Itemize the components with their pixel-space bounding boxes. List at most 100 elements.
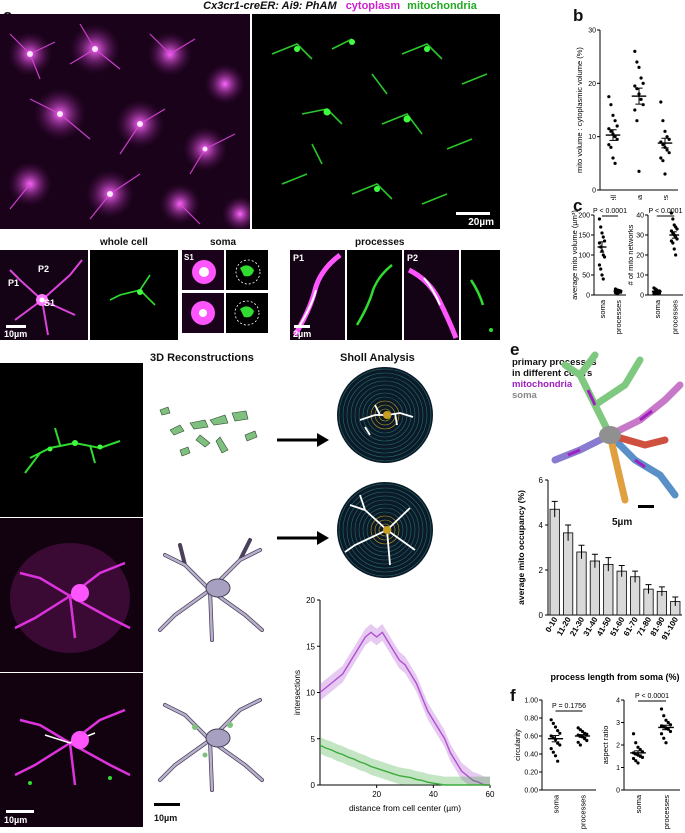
- category-label: soma: [635, 194, 644, 200]
- sholl-ring: [366, 396, 404, 434]
- y-axis-label: intersections: [293, 670, 302, 715]
- y-axis-label: average mito occupancy (%): [516, 490, 526, 605]
- reconstruction-cytoplasm: [158, 538, 264, 642]
- panel-letter-c: c: [573, 196, 583, 215]
- data-point: [556, 759, 560, 763]
- proc-tile-p1-merge: P1 2µm: [290, 250, 345, 340]
- data-point: [597, 263, 602, 267]
- data-point: [635, 119, 639, 123]
- y-tick-label: 50: [582, 273, 590, 280]
- label-p1: P1: [8, 278, 20, 288]
- sholl-trace: [344, 494, 416, 566]
- bar: [563, 532, 574, 616]
- sholl-ring: [354, 499, 416, 561]
- data-point: [601, 235, 605, 239]
- title-whole-cell: whole cell: [100, 237, 148, 248]
- category-label: cell: [609, 195, 618, 200]
- sholl-ring: [346, 491, 424, 569]
- cytoplasm-legend: cytoplasm: [345, 0, 401, 12]
- y-tick-label: 4: [616, 698, 620, 705]
- panel-letter-b: b: [573, 6, 584, 25]
- label-proc-p2: P2: [407, 253, 419, 263]
- legend-mito: mitochondria: [512, 379, 573, 390]
- y-tick-label: 0.20: [524, 770, 538, 777]
- data-point: [653, 292, 657, 296]
- y-tick-label: 5: [311, 735, 316, 744]
- data-point: [664, 741, 668, 745]
- panel-letter-f: f: [510, 686, 516, 705]
- series-band-1: [320, 736, 490, 785]
- legend-primary: primary processes: [512, 357, 597, 368]
- y-tick-label: 0: [616, 788, 620, 795]
- data-point: [599, 267, 603, 271]
- data-point: [597, 217, 602, 221]
- bar: [549, 508, 560, 616]
- data-point: [669, 211, 674, 215]
- data-point: [549, 747, 553, 751]
- data-point: [631, 732, 636, 736]
- data-point: [636, 745, 640, 749]
- sholl-ring: [374, 519, 396, 541]
- data-point: [671, 241, 675, 245]
- y-tick-label: 4: [539, 521, 544, 530]
- data-point: [637, 169, 641, 173]
- bar: [603, 563, 614, 616]
- y-tick-label: 0: [539, 611, 544, 620]
- data-point: [637, 65, 641, 69]
- y-tick-label: 0: [640, 293, 644, 300]
- sholl-ring: [370, 400, 400, 430]
- data-point: [583, 737, 587, 741]
- data-point: [580, 729, 585, 734]
- sholl-ring: [370, 515, 400, 545]
- data-point: [661, 119, 665, 123]
- data-point: [578, 743, 582, 747]
- data-point: [633, 108, 637, 112]
- data-point: [616, 291, 620, 295]
- data-point: [663, 172, 667, 176]
- data-point: [600, 273, 604, 277]
- bar: [589, 560, 600, 616]
- y-tick-label: 0.40: [524, 752, 538, 759]
- data-point: [609, 103, 613, 107]
- label-s1-soma: S1: [184, 253, 194, 262]
- y-tick-label: 0.80: [524, 716, 538, 723]
- scale-label-e: 5µm: [612, 517, 633, 528]
- p-value-label: P < 0.0001: [593, 208, 627, 215]
- y-tick-label: 2: [539, 566, 544, 575]
- proc-tile-p1-mito: [347, 250, 402, 340]
- data-point: [553, 725, 558, 729]
- y-axis-label: average mito volume (µm³): [570, 210, 579, 300]
- micrograph-d-merge: 10µm: [0, 673, 143, 827]
- data-point: [641, 103, 645, 107]
- data-point: [615, 124, 619, 128]
- y-tick-label: 10: [306, 689, 315, 698]
- sholl-ring: [342, 487, 428, 573]
- sholl-center: [383, 411, 391, 419]
- sholl-ring: [350, 380, 420, 450]
- sholl-ring: [346, 376, 424, 454]
- x-axis-label: process length from soma (%): [550, 672, 679, 682]
- data-point: [674, 253, 678, 257]
- sholl-ring: [362, 507, 408, 553]
- y-tick-label: 1: [616, 765, 620, 772]
- data-point: [578, 728, 582, 732]
- category-label: soma: [552, 794, 561, 813]
- reconstruction-merge: [154, 698, 264, 806]
- scale-bar-proc: [294, 325, 310, 328]
- soma-tile-2-merge: [182, 293, 224, 333]
- data-point: [665, 135, 669, 139]
- data-point: [601, 277, 605, 281]
- y-tick-label: 20: [306, 596, 315, 605]
- data-point: [664, 718, 668, 722]
- data-point: [659, 156, 663, 160]
- title-processes: processes: [355, 237, 405, 248]
- y-axis-label: circularity: [513, 729, 522, 761]
- data-point: [640, 755, 645, 759]
- label-s1: S1: [44, 298, 56, 308]
- data-point: [556, 729, 560, 733]
- soma-tile-1-merge: S1: [182, 250, 224, 290]
- sholl-cytoplasm: [337, 482, 433, 578]
- y-tick-label: 0.60: [524, 734, 538, 741]
- whole-cell-mito-image: [90, 250, 178, 340]
- sholl-ring: [366, 511, 404, 549]
